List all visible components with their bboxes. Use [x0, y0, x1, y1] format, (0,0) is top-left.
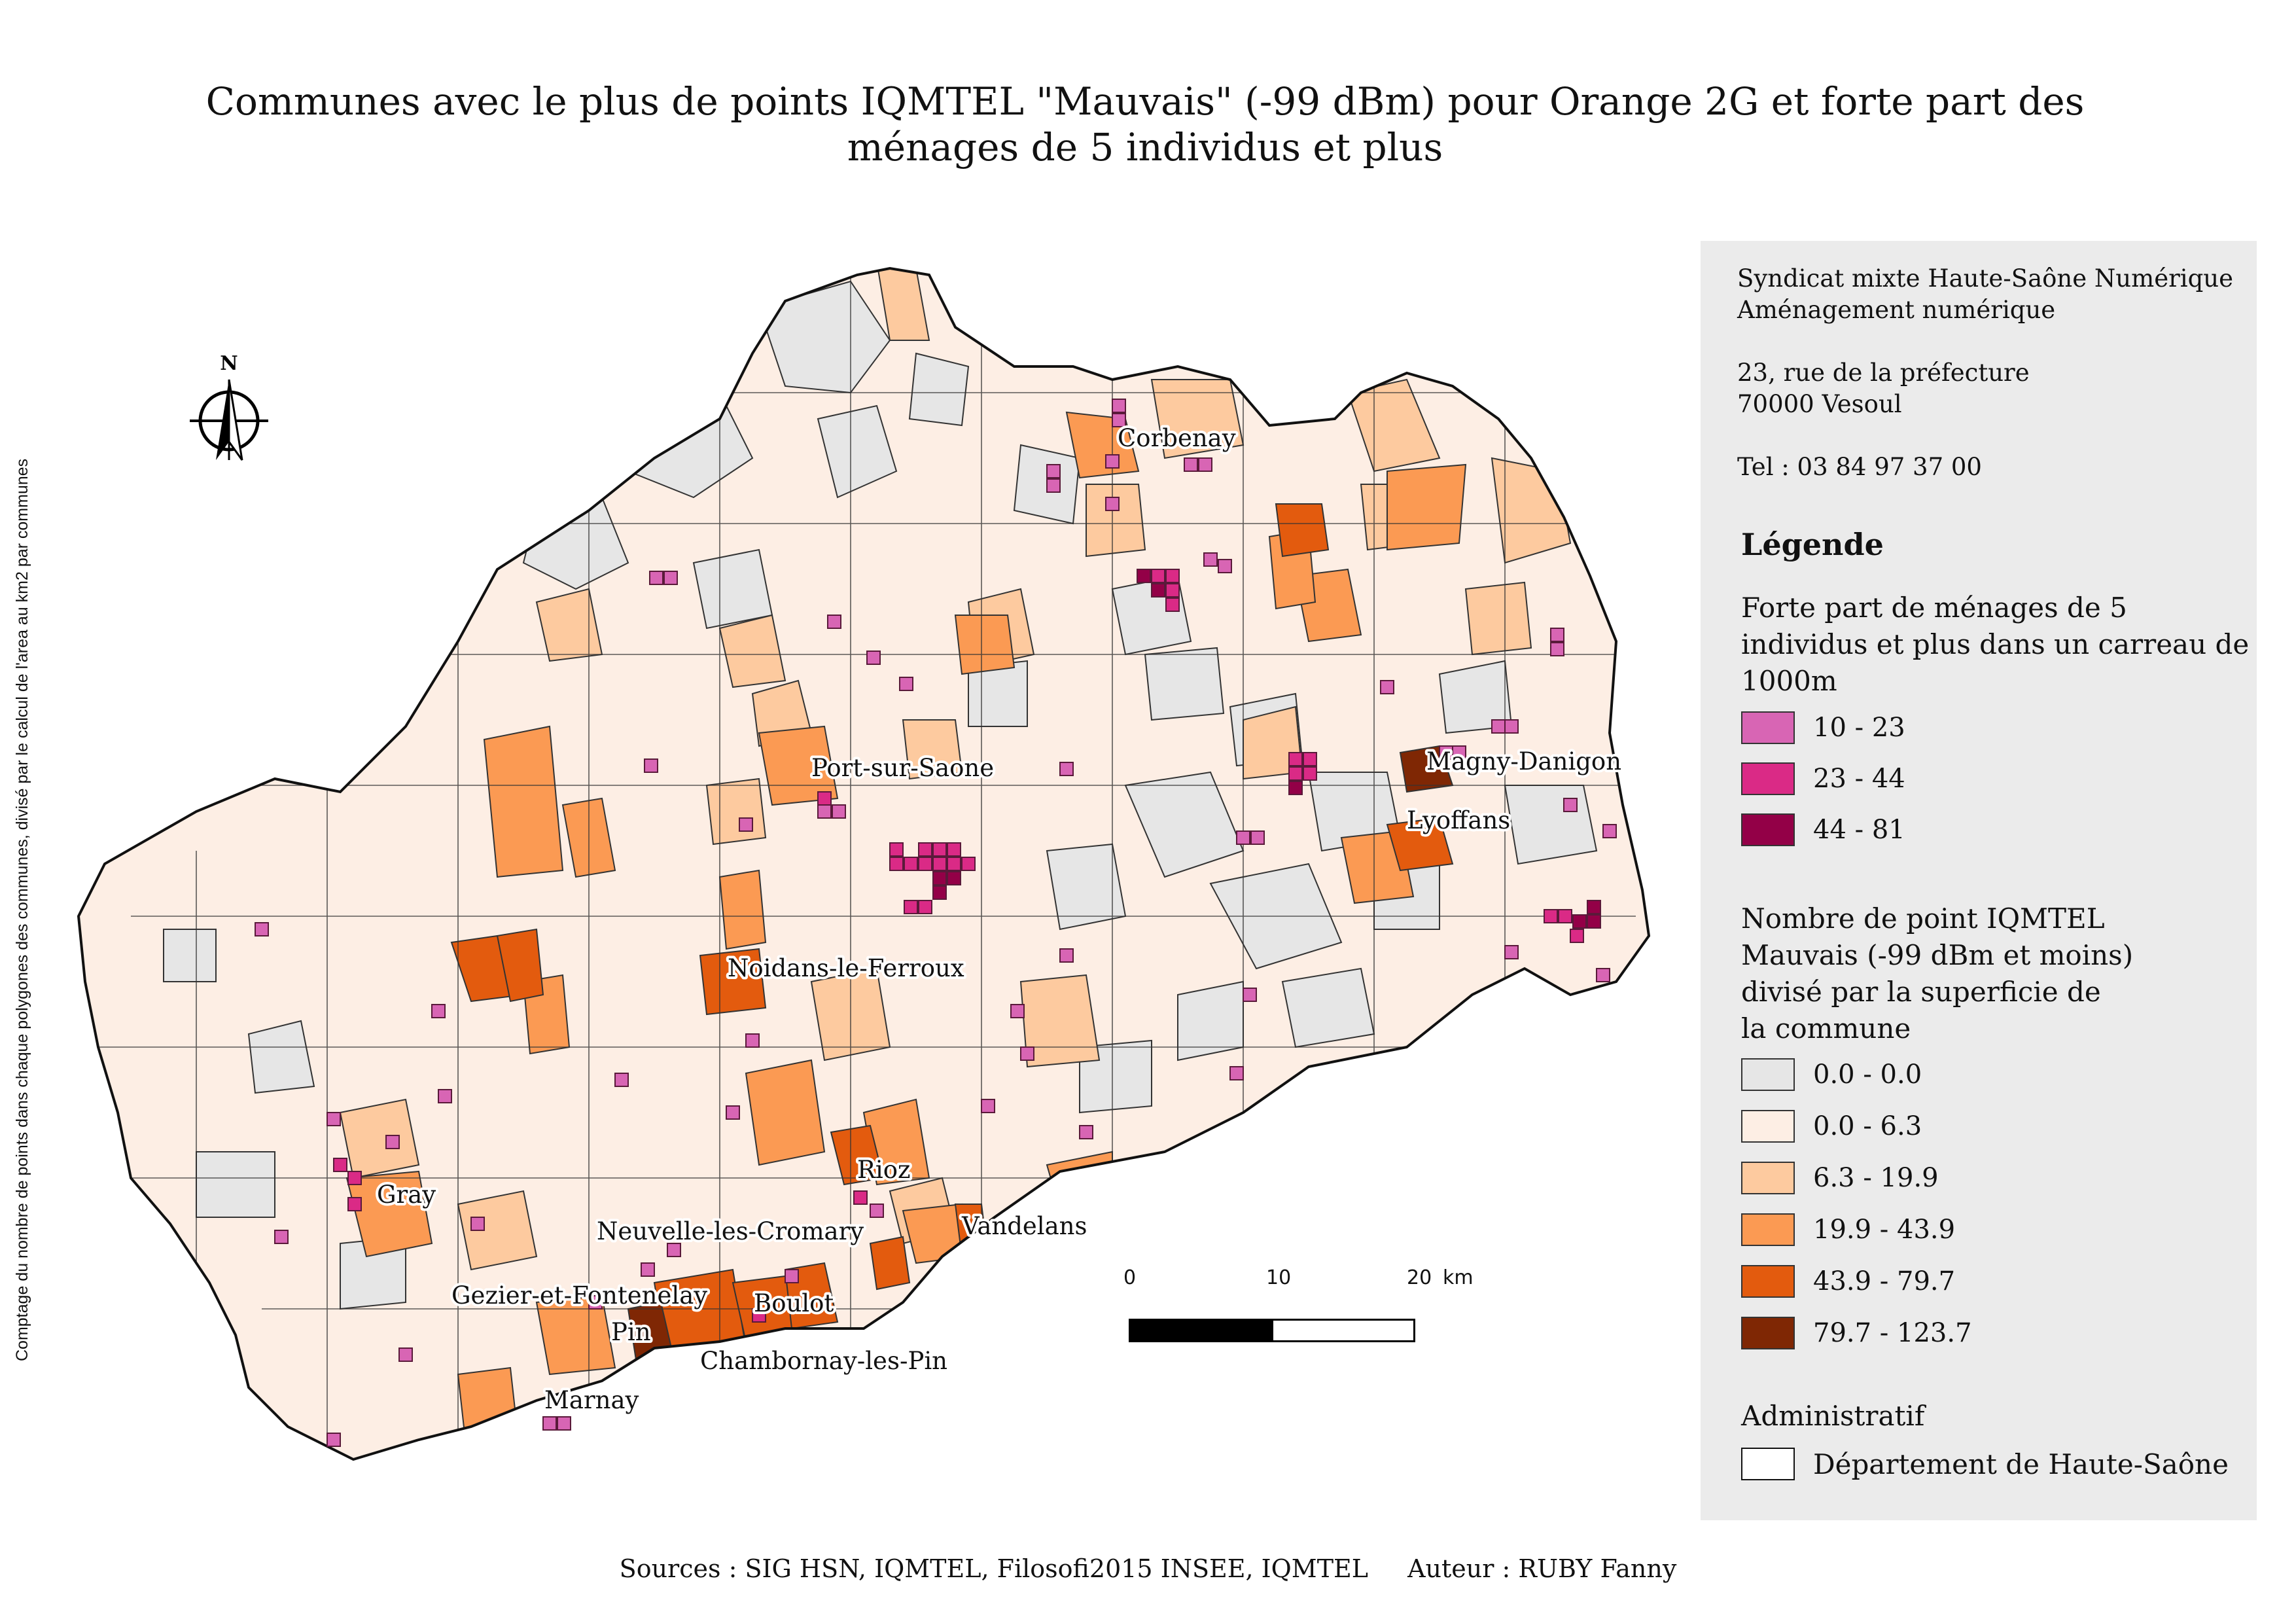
method-note: Comptage du nombre de points dans chaque… — [13, 458, 31, 1361]
legend-panel: Syndicat mixte Haute-Saône Numérique Amé… — [1701, 241, 2257, 1520]
legend-iqmtel-item: 0.0 - 6.3 — [1741, 1109, 1922, 1143]
household-squares — [255, 399, 1617, 1447]
legend-iqmtel-item: 6.3 - 19.9 — [1741, 1161, 1939, 1195]
legend-title: Légende — [1741, 527, 1884, 562]
legend-households-item: 10 - 23 — [1741, 711, 1905, 745]
commune-polygons — [79, 268, 1649, 1459]
label-lyoffans: Lyoffans — [1407, 806, 1510, 834]
legend-households-item: 44 - 81 — [1741, 813, 1905, 847]
legend-iqmtel-item: 19.9 - 43.9 — [1741, 1213, 1955, 1247]
legend-admin-item: Département de Haute-Saône — [1741, 1447, 2229, 1481]
label-boulot: Boulot — [754, 1289, 834, 1317]
org-address-city: 70000 Vesoul — [1737, 390, 1902, 418]
swatch — [1741, 1162, 1795, 1194]
department-boundary — [77, 266, 1651, 1461]
label-noidans: Noidans-le-Ferroux — [728, 954, 964, 982]
svg-text:N: N — [220, 352, 238, 375]
swatch — [1741, 1058, 1795, 1091]
legend-label: 10 - 23 — [1813, 713, 1905, 743]
legend-iqmtel-item: 79.7 - 123.7 — [1741, 1316, 1972, 1350]
map-title: Communes avec le plus de points IQMTEL "… — [205, 79, 2085, 169]
scale-tick-20: 20 — [1407, 1266, 1432, 1289]
scale-tick-0: 0 — [1123, 1266, 1137, 1289]
scale-segment-white — [1271, 1319, 1415, 1342]
legend-label: 6.3 - 19.9 — [1813, 1163, 1939, 1193]
legend-label: 19.9 - 43.9 — [1813, 1215, 1956, 1245]
legend-iqmtel-title: Nombre de point IQMTEL Mauvais (-99 dBm … — [1741, 902, 2134, 1044]
org-address-street: 23, rue de la préfecture — [1737, 359, 2030, 387]
label-pin: Pin — [611, 1318, 651, 1346]
label-marnay: Marnay — [544, 1386, 639, 1414]
footer-sources: Sources : SIG HSN, IQMTEL, Filosofi2015 … — [619, 1554, 1369, 1583]
scale-tick-10: 10 — [1266, 1266, 1292, 1289]
org-name: Syndicat mixte Haute-Saône Numérique — [1737, 264, 2234, 293]
legend-iqmtel-item: 43.9 - 79.7 — [1741, 1264, 1955, 1298]
north-arrow-icon: N — [190, 352, 268, 461]
label-port-sur-saone: Port-sur-Saone — [811, 754, 994, 782]
label-vandelans: Vandelans — [961, 1212, 1087, 1240]
legend-label: Département de Haute-Saône — [1813, 1448, 2229, 1480]
org-department: Aménagement numérique — [1737, 296, 2056, 324]
org-phone: Tel : 03 84 97 37 00 — [1737, 453, 1982, 481]
label-gezier: Gezier-et-Fontenelay — [451, 1281, 707, 1310]
swatch — [1741, 711, 1795, 744]
place-labels: Corbenay Port-sur-Saone Magny-Danigon Ly… — [374, 421, 1624, 1417]
footer: Sources : SIG HSN, IQMTEL, Filosofi2015 … — [0, 1554, 2296, 1583]
label-gray: Gray — [377, 1181, 436, 1209]
label-corbenay: Corbenay — [1118, 424, 1236, 452]
label-magny-danigon: Magny-Danigon — [1426, 747, 1621, 776]
swatch — [1741, 762, 1795, 795]
scale-segment-black — [1129, 1319, 1273, 1342]
legend-label: 44 - 81 — [1813, 815, 1905, 845]
swatch — [1741, 1213, 1795, 1246]
legend-label: 43.9 - 79.7 — [1813, 1266, 1956, 1296]
swatch — [1741, 813, 1795, 846]
label-neuvelle: Neuvelle-les-Cromary — [597, 1217, 864, 1245]
label-rioz: Rioz — [857, 1156, 910, 1184]
label-chambornay: Chambornay-les-Pin — [700, 1347, 947, 1375]
swatch — [1741, 1265, 1795, 1298]
legend-admin-title: Administratif — [1741, 1400, 1925, 1432]
scale-bar: 0 10 20 km — [1123, 1266, 1474, 1358]
legend-households-item: 23 - 44 — [1741, 762, 1905, 796]
legend-label: 79.7 - 123.7 — [1813, 1318, 1972, 1348]
swatch — [1741, 1448, 1795, 1480]
organization-info: Syndicat mixte Haute-Saône Numérique Amé… — [1737, 263, 2233, 483]
legend-label: 0.0 - 0.0 — [1813, 1060, 1922, 1090]
footer-author: Auteur : RUBY Fanny — [1407, 1554, 1677, 1583]
map-canvas[interactable]: Corbenay Port-sur-Saone Magny-Danigon Ly… — [38, 241, 1700, 1517]
swatch — [1741, 1317, 1795, 1349]
legend-iqmtel-item: 0.0 - 0.0 — [1741, 1058, 1922, 1092]
scale-unit: km — [1443, 1266, 1474, 1289]
swatch — [1741, 1110, 1795, 1143]
legend-households-title: Forte part de ménages de 5 individus et … — [1741, 592, 2250, 697]
legend-label: 0.0 - 6.3 — [1813, 1111, 1922, 1141]
legend-label: 23 - 44 — [1813, 764, 1905, 794]
